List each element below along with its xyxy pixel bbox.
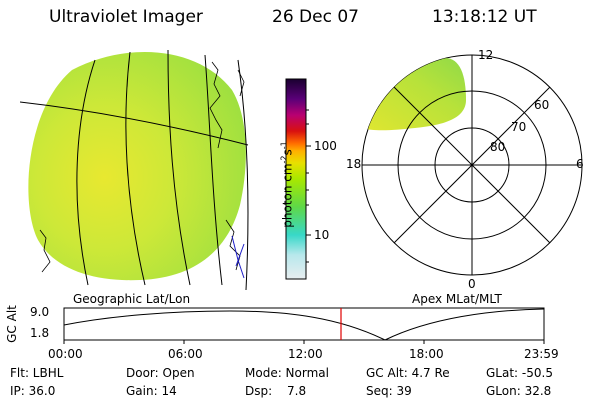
polar-emission: [362, 58, 466, 131]
alt-x-tick-2: 12:00: [288, 347, 323, 361]
colorbar-unit-exp2: -1: [279, 141, 289, 150]
info-mode: Mode: Normal: [245, 366, 329, 380]
info-dsp-value: 7.8: [287, 384, 307, 398]
info-flt: Flt: LBHL: [10, 366, 64, 380]
info-seq: Seq: 39: [366, 384, 412, 398]
polar-mlt-12: 12: [478, 48, 494, 62]
info-dsp-label: Dsp:: [245, 384, 273, 398]
polar-lat-70: 70: [511, 120, 527, 134]
colorbar-unit-s: s: [280, 149, 295, 156]
alt-y-top: 9.0: [30, 305, 50, 319]
geo-image: [20, 49, 249, 290]
alt-plot: [63, 307, 545, 344]
time-label: 13:18:12 UT: [432, 7, 537, 27]
geo-terminator: [231, 235, 245, 279]
colorbar-unit-label: photon cm-2s-1: [279, 110, 295, 260]
info-door: Door: Open: [126, 366, 195, 380]
polar-plot: [361, 54, 583, 276]
colorbar-tick-10: 10: [314, 228, 330, 242]
polar-mlt-18: 18: [346, 157, 362, 171]
colorbar: [285, 78, 307, 280]
info-glon: GLon: 32.8: [486, 384, 552, 398]
info-gain: Gain: 14: [126, 384, 177, 398]
polar-grid: [362, 55, 582, 275]
polar-panel-title: Apex MLat/MLT: [412, 292, 502, 306]
alt-axis-label: GC Alt: [5, 305, 19, 343]
colorbar-ticks: [306, 109, 311, 263]
info-ip: IP: 36.0: [10, 384, 56, 398]
polar-lat-80: 80: [490, 140, 506, 154]
geo-panel-title: Geographic Lat/Lon: [73, 292, 191, 306]
colorbar-unit-text: photon cm: [280, 163, 295, 228]
colorbar-tick-100: 100: [314, 139, 337, 153]
polar-lat-60: 60: [534, 98, 550, 112]
alt-plot-frame: [63, 307, 545, 341]
alt-curve: [63, 308, 545, 341]
alt-x-ticks: [63, 340, 545, 344]
alt-x-tick-3: 18:00: [409, 347, 444, 361]
alt-y-bottom: 1.8: [30, 326, 50, 340]
instrument-title: Ultraviolet Imager: [49, 7, 203, 27]
alt-x-tick-0: 00:00: [48, 347, 83, 361]
polar-mlt-6: 6: [576, 157, 584, 171]
colorbar-unit-exp1: -2: [279, 155, 289, 164]
info-gcalt: GC Alt: 4.7 Re: [366, 366, 450, 380]
polar-mlt-0: 0: [468, 277, 476, 291]
geo-grid-lines: [20, 49, 249, 290]
alt-x-tick-4: 23:59: [524, 347, 559, 361]
alt-x-tick-1: 06:00: [168, 347, 203, 361]
date-label: 26 Dec 07: [272, 7, 359, 27]
info-glat: GLat: -50.5: [486, 366, 553, 380]
